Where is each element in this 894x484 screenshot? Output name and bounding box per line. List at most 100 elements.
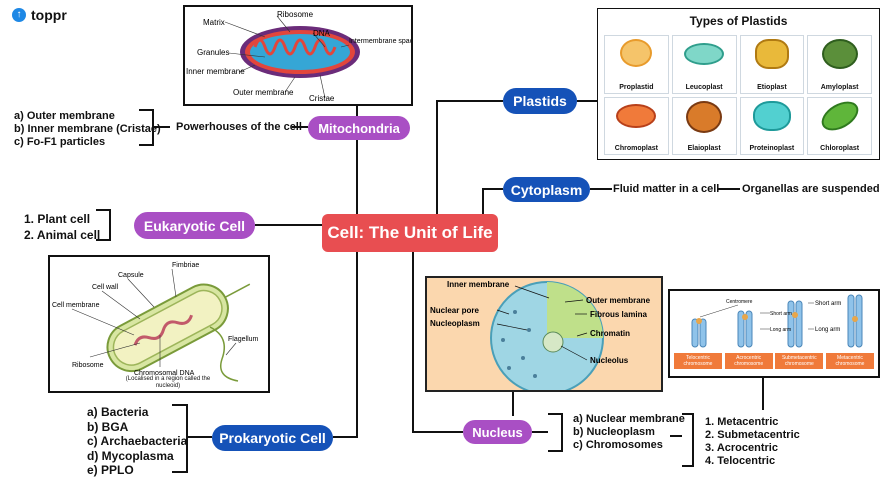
plastid-cell: Amyloplast: [807, 35, 872, 94]
chromosome-tags: Telocentric chromosome Acrocentric chrom…: [674, 353, 874, 369]
chromo-label-centromere: Centromere: [726, 299, 753, 305]
chromosome-tag: Submetacentric chromosome: [775, 353, 824, 369]
chromosome-tag: Acrocentric chromosome: [724, 353, 773, 369]
plastids-panel: Types of Plastids Proplastid Leucoplast …: [597, 8, 880, 160]
cytoplasm-node: Cytoplasm: [503, 177, 590, 202]
plastid-cell: Chloroplast: [807, 95, 872, 155]
nucleus-illustration: Inner membrane Outer membrane Nuclear po…: [430, 280, 651, 395]
nucleus-label: Nucleus: [472, 424, 523, 440]
center-node: Cell: The Unit of Life: [322, 214, 498, 252]
mito-label-granules: Granules: [197, 48, 229, 57]
list-item: c) Archaebacteria: [87, 434, 188, 448]
eukaryotic-node: Eukaryotic Cell: [134, 212, 255, 239]
chromo-label-short-arm-small: Short arm: [770, 311, 792, 317]
chromosome-tag: Telocentric chromosome: [674, 353, 722, 369]
bact-label-fimbriae: Fimbriae: [172, 262, 199, 269]
plastids-label: Plastids: [513, 93, 567, 109]
nucleus-parts-list: a) Nuclear membrane b) Nucleoplasm c) Ch…: [573, 413, 685, 452]
nuc-label-chromatin: Chromatin: [590, 329, 630, 338]
mito-label-intermembrane: Intermembrane space: [349, 38, 411, 45]
toppr-arrow-icon: ↑: [12, 8, 26, 22]
bact-label-flagellum: Flagellum: [228, 336, 259, 343]
plastid-label: Chromoplast: [614, 145, 658, 152]
mitochondria-descriptor: Powerhouses of the cell: [176, 121, 302, 133]
chromo-label-long-arm-small: Long arm: [770, 327, 791, 333]
bact-label-cellwall: Cell wall: [92, 284, 119, 291]
plastid-label: Leucoplast: [685, 83, 723, 91]
chromo-label-short-arm: Short arm: [815, 301, 841, 307]
amyloplast-icon: [821, 39, 858, 69]
nuc-label-nucleoplasm: Nucleoplasm: [430, 319, 480, 328]
list-item: 3. Acrocentric: [705, 442, 778, 454]
plastid-label: Proteinoplast: [749, 145, 795, 152]
list-item: b) Inner membrane (Cristae): [14, 123, 161, 135]
bact-label-dna: Chromosomal DNA: [134, 370, 195, 377]
etioplast-icon: [754, 39, 789, 69]
list-item: 1. Plant cell: [24, 212, 91, 226]
plastid-cell: Leucoplast: [671, 35, 737, 94]
prokaryotic-examples-list: a) Bacteria b) BGA c) Archaebacteria d) …: [87, 405, 187, 478]
plastid-label: Proplastid: [619, 83, 654, 91]
chloroplast-icon: [816, 95, 863, 136]
mito-label-inner: Inner membrane: [186, 67, 245, 76]
mito-label-ribosome: Ribosome: [277, 10, 314, 19]
plastids-node: Plastids: [503, 88, 577, 114]
bact-label-capsule: Capsule: [118, 272, 144, 279]
plastid-label: Amyloplast: [820, 83, 859, 91]
nuc-label-inner: Inner membrane: [447, 280, 510, 289]
list-item: b) BGA: [87, 419, 129, 434]
plastids-panel-title: Types of Plastids: [689, 14, 788, 28]
chromosome-types-list: 1. Metacentric 2. Submetacentric 3. Acro…: [705, 416, 800, 468]
list-item: a) Bacteria: [87, 405, 149, 419]
prokaryotic-label: Prokaryotic Cell: [219, 430, 326, 446]
plastid-cell: Proplastid: [604, 35, 669, 94]
plastid-cell: Etioplast: [739, 35, 805, 94]
list-item: c) Chromosomes: [573, 439, 663, 451]
plastid-cell: Elaioplast: [671, 96, 737, 155]
nuc-label-nucleolus: Nucleolus: [590, 356, 629, 365]
list-item: c) Fo-F1 particles: [14, 136, 106, 148]
mitochondria-label: Mitochondria: [318, 120, 400, 136]
mito-label-cristae: Cristae: [309, 94, 335, 103]
prokaryotic-node: Prokaryotic Cell: [212, 425, 333, 451]
mitochondria-illustration: Matrix Ribosome DNA Intermembrane space …: [186, 10, 417, 103]
list-item: 1. Metacentric: [705, 416, 779, 428]
cytoplasm-label: Cytoplasm: [510, 181, 583, 198]
plastid-label: Elaioplast: [687, 145, 721, 152]
plastid-cell: Chromoplast: [604, 96, 669, 155]
mitochondria-image: Matrix Ribosome DNA Intermembrane space …: [183, 5, 417, 106]
list-item: b) Nucleoplasm: [573, 426, 655, 438]
nucleus-image: Inner membrane Outer membrane Nuclear po…: [425, 276, 663, 395]
plastids-grid: Proplastid Leucoplast Etioplast Amylopla…: [604, 35, 872, 155]
center-label: Cell: The Unit of Life: [327, 223, 493, 242]
proteinoplast-icon: [752, 100, 791, 131]
list-item: a) Outer membrane: [14, 110, 115, 122]
bact-label-cellmembrane: Cell membrane: [52, 302, 100, 309]
eukaryotic-label: Eukaryotic Cell: [143, 217, 246, 234]
cytoplasm-descriptor: Fluid matter in a cell: [613, 183, 720, 195]
mito-label-matrix: Matrix: [203, 18, 225, 27]
nuc-label-pore: Nuclear pore: [430, 306, 479, 315]
eukaryotic-types-list: 1. Plant cell 2. Animal cell: [24, 211, 100, 243]
mitochondria-parts-list: a) Outer membrane b) Inner membrane (Cri…: [14, 110, 161, 149]
nuc-label-outer: Outer membrane: [586, 296, 651, 305]
chromosome-tag: Metacentric chromosome: [825, 353, 874, 369]
bact-label-dna-note: (Localised in a region called the nucleo…: [125, 376, 211, 389]
list-item: 2. Animal cell: [24, 228, 101, 242]
nucleus-node: Nucleus: [463, 420, 532, 444]
elaioplast-icon: [686, 100, 723, 133]
plastid-cell: Proteinoplast: [739, 96, 805, 155]
leucoplast-icon: [684, 43, 725, 65]
bact-label-ribosome: Ribosome: [72, 362, 104, 369]
prokaryotic-image: Fimbriae Capsule Cell wall Cell membrane…: [48, 255, 270, 393]
chromo-label-long-arm: Long arm: [815, 327, 840, 333]
brand-logo: ↑ toppr: [12, 7, 67, 23]
list-item: 4. Telocentric: [705, 455, 776, 467]
list-item: d) Mycoplasma: [87, 448, 174, 463]
chromoplast-icon: [616, 103, 657, 128]
proplastid-icon: [620, 39, 653, 67]
mito-label-outer: Outer membrane: [233, 88, 294, 97]
plastid-label: Etioplast: [757, 83, 787, 91]
nuc-label-lamina: Fibrous lamina: [590, 310, 647, 319]
